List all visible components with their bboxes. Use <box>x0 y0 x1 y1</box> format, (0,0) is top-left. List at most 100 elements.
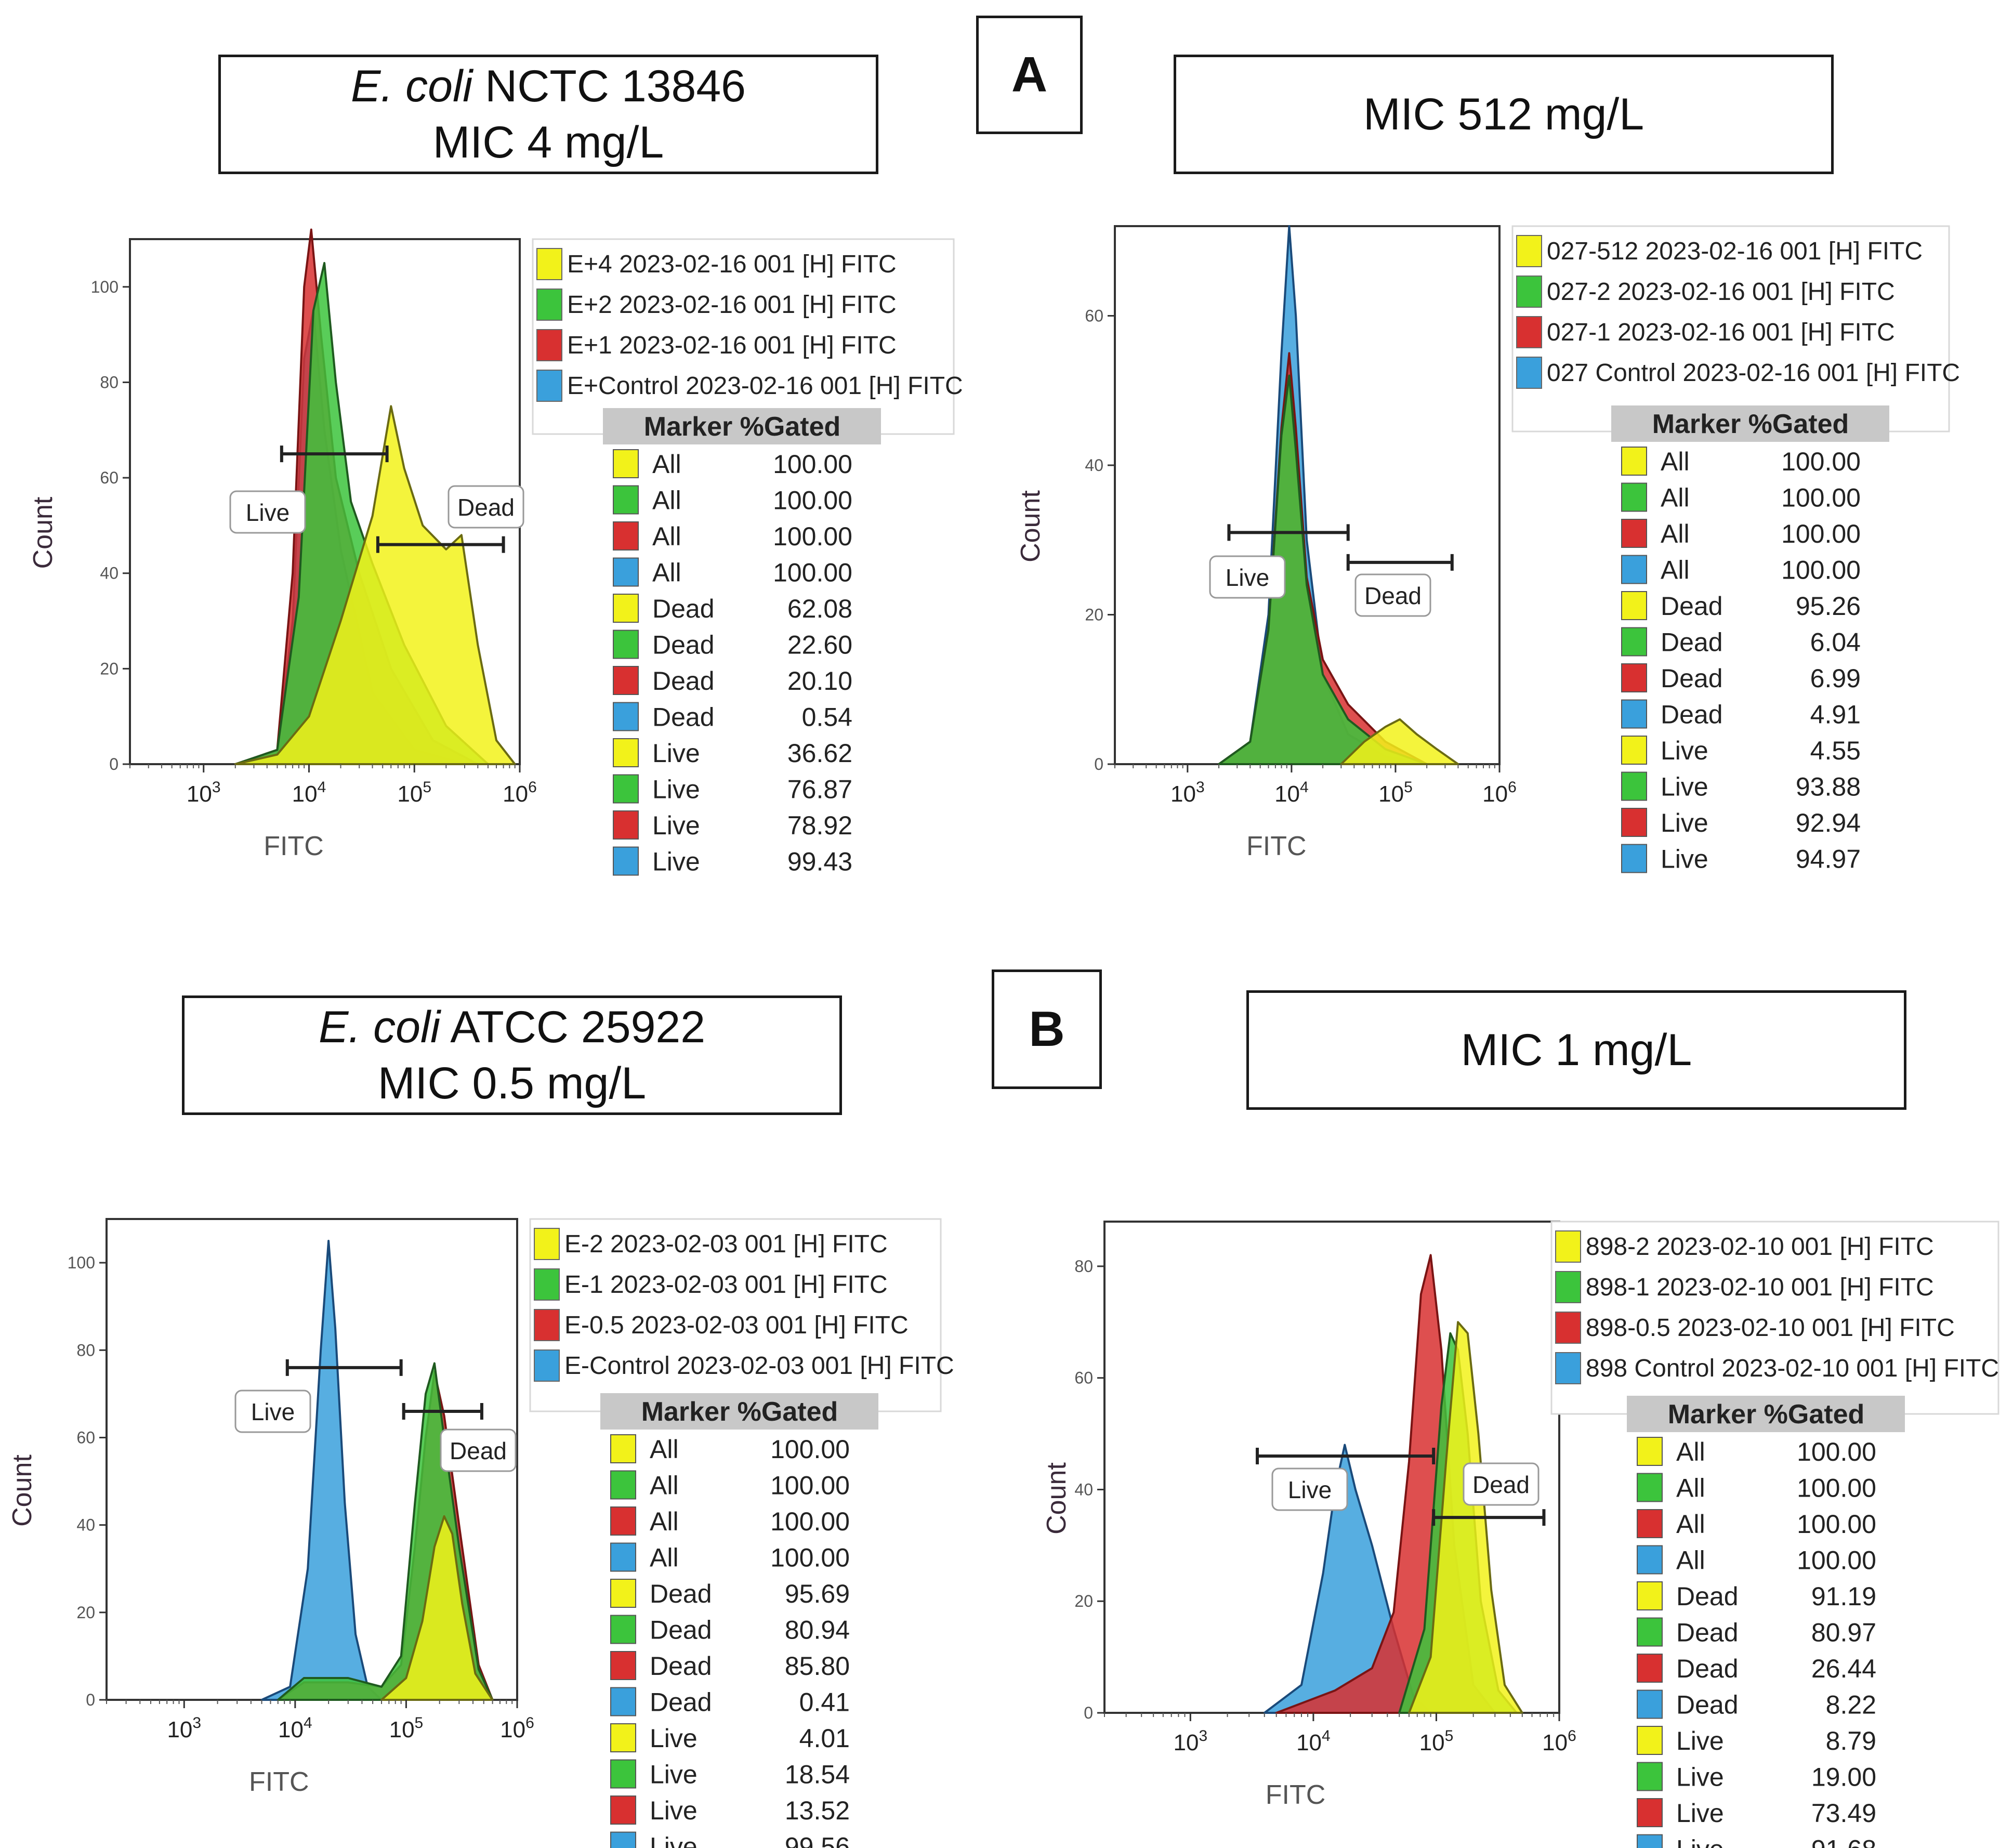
y-tick-label: 60 <box>1074 1369 1093 1387</box>
legend-entry: 027-1 2023-02-16 001 [H] FITC <box>1547 319 1895 346</box>
chart-A-right: 0 20 40 60 103 104 105 106 FITC Count Live Dead 027-… <box>1016 225 1960 874</box>
marker-value: 8.79 <box>1826 1726 1876 1755</box>
marker-swatch-green <box>1621 771 1647 801</box>
marker-table-header-bg <box>1627 1396 1905 1432</box>
marker-value: 80.94 <box>785 1616 850 1645</box>
marker-value: 100.00 <box>773 522 852 551</box>
marker-name: All <box>1676 1510 1705 1539</box>
x-tick-label: 103 <box>187 779 221 807</box>
legend-entry: 898 Control 2023-02-10 001 [H] FITC <box>1586 1355 1999 1382</box>
marker-value: 100.00 <box>1797 1474 1876 1503</box>
gate-label-dead: Dead <box>1472 1471 1530 1498</box>
marker-name: Live <box>650 1724 698 1753</box>
marker-name: Dead <box>1676 1690 1739 1720</box>
marker-swatch-red <box>610 1506 636 1536</box>
marker-name: All <box>650 1507 679 1536</box>
title-box-a-right: MIC 512 mg/L <box>1174 55 1834 174</box>
marker-name: Dead <box>652 703 715 732</box>
y-tick-label: 60 <box>100 468 119 487</box>
marker-swatch-blue <box>1621 555 1647 584</box>
marker-value: 100.00 <box>770 1471 850 1500</box>
marker-swatch-red <box>613 521 639 551</box>
marker-name: Live <box>1661 772 1708 802</box>
marker-name: Dead <box>650 1688 712 1717</box>
legend-entry: 027-2 2023-02-16 001 [H] FITC <box>1547 278 1895 306</box>
marker-swatch-red <box>1621 519 1647 548</box>
marker-swatch-red <box>1637 1509 1663 1538</box>
legend-box <box>1511 225 1950 432</box>
gate-label-box <box>1463 1462 1540 1506</box>
legend-entry: E+4 2023-02-16 001 [H] FITC <box>567 251 897 278</box>
marker-swatch-blue <box>613 557 639 587</box>
marker-name: All <box>1676 1546 1705 1575</box>
marker-swatch-green <box>1621 627 1647 657</box>
marker-name: All <box>1661 483 1690 513</box>
marker-swatch-red <box>1621 808 1647 837</box>
mic-title: MIC 0.5 mg/L <box>377 1058 647 1108</box>
legend-swatch-yellow <box>1516 235 1542 267</box>
marker-value: 4.55 <box>1810 736 1861 765</box>
marker-name: Live <box>650 1796 698 1825</box>
marker-value: 0.54 <box>802 703 852 732</box>
marker-name: All <box>652 486 681 515</box>
y-tick-label: 60 <box>1085 307 1103 325</box>
legend-entry: 898-0.5 2023-02-10 001 [H] FITC <box>1586 1314 1955 1342</box>
marker-swatch-red <box>613 666 639 695</box>
marker-value: 100.00 <box>770 1507 850 1536</box>
marker-swatch-red <box>1637 1654 1663 1683</box>
gate-label-live: Live <box>1226 564 1269 591</box>
marker-name: Dead <box>652 594 715 623</box>
x-tick-label: 106 <box>500 1714 534 1742</box>
y-tick-label: 40 <box>1074 1480 1093 1499</box>
marker-name: All <box>1676 1437 1705 1466</box>
marker-swatch-yellow <box>1621 591 1647 620</box>
title-box-a-left: E. coli NCTC 13846 MIC 4 mg/L <box>218 55 878 174</box>
marker-name: Live <box>1661 736 1708 765</box>
marker-swatch-green <box>613 485 639 515</box>
marker-value: 78.92 <box>787 811 852 840</box>
marker-value: 91.19 <box>1811 1582 1876 1611</box>
marker-value: 100.00 <box>1781 447 1861 476</box>
marker-swatch-blue <box>1621 699 1647 729</box>
marker-swatch-red <box>1637 1798 1663 1827</box>
marker-swatch-yellow <box>1637 1581 1663 1610</box>
y-tick-label: 80 <box>76 1341 95 1359</box>
marker-swatch-red <box>610 1651 636 1680</box>
marker-table-header: Marker %Gated <box>641 1397 838 1427</box>
legend-entry: E-Control 2023-02-03 001 [H] FITC <box>564 1352 954 1380</box>
marker-value: 13.52 <box>785 1796 850 1825</box>
marker-name: Live <box>652 847 700 876</box>
mic-title: MIC 1 mg/L <box>1461 1025 1692 1075</box>
marker-value: 26.44 <box>1811 1654 1876 1683</box>
strain-id: ATCC 25922 <box>440 1002 706 1052</box>
gate-label-box <box>229 490 306 534</box>
marker-value: 80.97 <box>1811 1618 1876 1647</box>
histogram-yellow <box>234 405 516 765</box>
x-tick-label: 105 <box>1378 779 1413 807</box>
marker-value: 94.97 <box>1796 845 1861 874</box>
strain-genus: E. coli <box>351 61 473 111</box>
marker-name: All <box>652 450 681 479</box>
title-box-b-right: MIC 1 mg/L <box>1246 990 1906 1110</box>
legend-entry: 027-512 2023-02-16 001 [H] FITC <box>1547 238 1923 265</box>
marker-swatch-green <box>610 1615 636 1644</box>
chart-A-left: 0 20 40 60 80 100 103 104 105 106 FITC Count Live Dea… <box>28 228 963 876</box>
marker-value: 100.00 <box>773 558 852 587</box>
marker-swatch-blue <box>613 702 639 731</box>
legend-swatch-blue <box>1555 1352 1581 1384</box>
marker-name: Live <box>650 1832 698 1848</box>
marker-value: 100.00 <box>1781 483 1861 513</box>
legend-swatch-red <box>1516 316 1542 348</box>
marker-name: Live <box>650 1760 698 1789</box>
marker-swatch-yellow <box>613 449 639 478</box>
marker-name: Live <box>652 775 700 804</box>
x-tick-label: 105 <box>397 779 431 807</box>
marker-swatch-yellow <box>613 738 639 767</box>
marker-swatch-blue <box>613 846 639 876</box>
y-tick-label: 0 <box>1084 1703 1093 1722</box>
title-box-b-left: E. coli ATCC 25922 MIC 0.5 mg/L <box>182 995 842 1115</box>
legend-entry: 898-1 2023-02-10 001 [H] FITC <box>1586 1274 1934 1301</box>
marker-value: 36.62 <box>787 739 852 768</box>
marker-value: 4.01 <box>799 1724 850 1753</box>
legend-swatch-red <box>536 329 562 361</box>
